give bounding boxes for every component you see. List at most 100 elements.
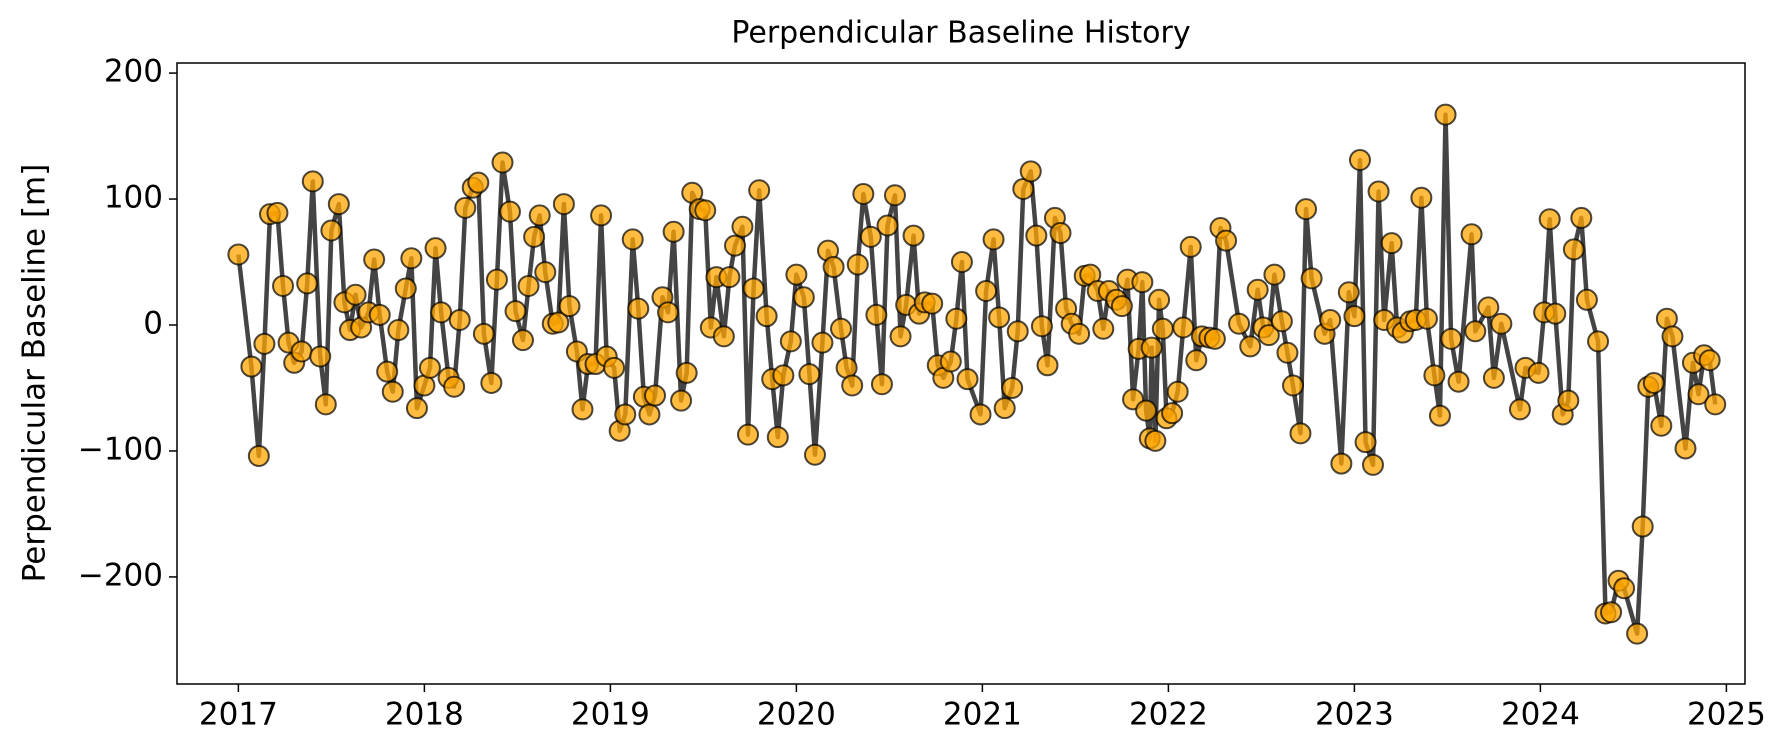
marker [785,263,808,286]
marker [394,277,417,300]
marker [272,274,295,297]
marker [1319,308,1342,331]
marker [865,303,888,326]
marker [803,443,826,466]
marker [571,398,594,421]
marker [1600,601,1623,624]
marker [1148,288,1171,311]
marker [798,363,821,386]
marker [1631,515,1654,538]
marker [511,329,534,352]
marker [1354,431,1377,454]
marker [662,220,685,243]
x-tick-label: 2025 [1687,697,1766,733]
marker [1239,335,1262,358]
marker [387,319,410,342]
marker [870,373,893,396]
marker [517,274,540,297]
marker [1001,376,1024,399]
marker [748,179,771,202]
marker [1687,383,1710,406]
marker [1544,302,1567,325]
marker [1482,366,1505,389]
marker [846,253,869,276]
marker [443,375,466,398]
marker [792,286,815,309]
marker [724,234,747,257]
marker [1257,324,1280,347]
marker [363,248,386,271]
marker [405,397,428,420]
marker [657,301,680,324]
marker [1650,414,1673,437]
marker [1270,310,1293,333]
marker [1337,281,1360,304]
marker [993,397,1016,420]
marker [1508,398,1531,421]
marker [621,228,644,251]
marker [975,279,998,302]
marker [1538,208,1561,231]
marker [430,301,453,324]
marker [876,214,899,237]
marker [1263,263,1286,286]
marker [1460,223,1483,246]
marker [694,199,717,222]
marker [638,403,661,426]
marker [603,356,626,379]
marker [1131,271,1154,294]
marker [1434,103,1457,126]
marker [627,297,650,320]
marker [675,361,698,384]
marker [921,292,944,315]
marker [1185,349,1208,372]
marker [327,193,350,216]
marker [240,355,263,378]
x-tick-label: 2022 [1129,697,1208,733]
marker [1613,577,1636,600]
marker [969,403,992,426]
marker [1575,288,1598,311]
marker [480,371,503,394]
marker [314,393,337,416]
marker [1166,380,1189,403]
marker [1140,336,1163,359]
marker [381,380,404,403]
marker [1036,354,1059,377]
marker [491,151,514,174]
marker [1246,278,1269,301]
x-tick-label: 2020 [757,697,836,733]
marker [1674,437,1697,460]
marker [309,345,332,368]
marker [400,247,423,270]
marker [1348,148,1371,171]
marker [1447,370,1470,393]
marker [498,200,521,223]
marker [1276,341,1299,364]
marker [956,368,979,391]
marker [883,184,906,207]
marker [988,306,1011,329]
marker [1282,374,1305,397]
marker [1661,325,1684,348]
x-tick-label: 2021 [943,697,1022,733]
marker [950,251,973,274]
x-tick-label: 2017 [199,697,278,733]
marker [766,426,789,449]
marker [485,268,508,291]
marker [1228,312,1251,335]
marker [247,445,270,468]
marker [1019,160,1042,183]
marker [1144,429,1167,452]
marker [1367,180,1390,203]
marker [779,330,802,353]
marker [558,295,581,318]
marker [504,300,527,323]
marker [1428,404,1451,427]
marker [755,305,778,328]
chart-title: Perpendicular Baseline History [731,16,1190,51]
x-tick-label: 2024 [1501,697,1580,733]
marker [1570,206,1593,229]
marker [841,374,864,397]
marker [1490,312,1513,335]
